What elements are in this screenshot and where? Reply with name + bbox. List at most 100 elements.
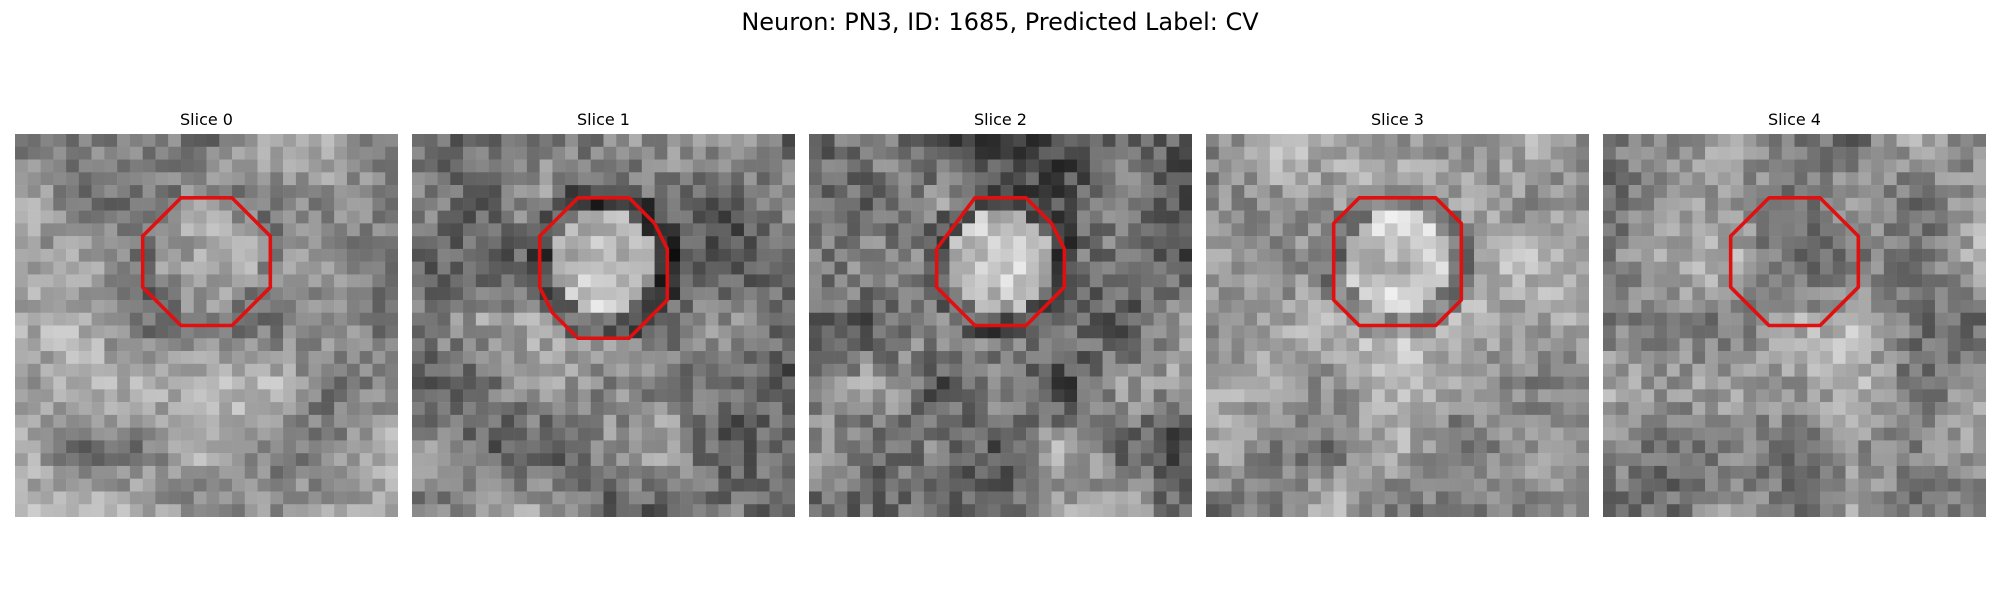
pixel [1435,402,1449,416]
pixel [283,236,297,250]
pixel [603,236,617,250]
pixel [1947,185,1961,199]
pixel [53,172,67,186]
pixel [1654,504,1668,517]
pixel [412,376,426,390]
pixel [1308,465,1322,479]
pixel [1807,427,1821,441]
pixel [1628,146,1642,160]
pixel [1474,223,1488,237]
pixel [514,491,528,505]
pixel [1499,248,1513,262]
pixel [372,351,386,365]
pixel [1858,440,1872,454]
pixel [1525,453,1539,467]
pixel [872,261,886,275]
pixel [514,248,528,262]
pixel [475,504,489,517]
pixel [1128,261,1142,275]
pixel [53,134,67,148]
pixel [705,351,719,365]
pixel [219,287,233,301]
pixel [1038,197,1052,211]
pixel [1499,197,1513,211]
pixel [1179,134,1192,148]
pixel [962,287,976,301]
pixel [1371,223,1385,237]
pixel [1397,312,1411,326]
pixel [1705,363,1719,377]
pixel [424,363,438,377]
pixel [1756,414,1770,428]
pixel [743,261,757,275]
pixel [1282,440,1296,454]
pixel [1960,134,1974,148]
pixel [1858,210,1872,224]
pixel [692,146,706,160]
pixel [1858,427,1872,441]
pixel [1705,159,1719,173]
pixel [872,338,886,352]
pixel [1179,287,1192,301]
pixel [743,223,757,237]
pixel [1666,312,1680,326]
pixel [424,134,438,148]
pixel [552,299,566,313]
pixel [1384,504,1398,517]
pixel [463,274,477,288]
pixel [1576,363,1589,377]
pixel [731,453,745,467]
pixel [641,363,655,377]
pixel [1922,287,1936,301]
pixel [372,185,386,199]
pixel [1615,210,1629,224]
pixel [1026,223,1040,237]
pixel [821,491,835,505]
pixel [731,146,745,160]
pixel [295,440,309,454]
pixel [168,478,182,492]
pixel [1102,351,1116,365]
pixel [1089,325,1103,339]
pixel [1269,363,1283,377]
pixel [616,172,630,186]
pixel [1064,312,1078,326]
pixel [923,414,937,428]
pixel [1244,491,1258,505]
pixel [680,248,694,262]
pixel [936,274,950,288]
pixel [308,363,322,377]
pixel [1679,338,1693,352]
pixel [1730,312,1744,326]
pixel [1486,172,1500,186]
pixel [667,299,681,313]
pixel [1218,146,1232,160]
pixel [1909,389,1923,403]
pixel [91,236,105,250]
pixel [117,363,131,377]
pixel [616,185,630,199]
pixel [743,389,757,403]
pixel [834,363,848,377]
pixel [1295,440,1309,454]
pixel [78,440,92,454]
pixel [743,159,757,173]
pixel [782,236,795,250]
pixel [346,299,360,313]
pixel [295,402,309,416]
pixel [1333,465,1347,479]
pixel [1845,338,1859,352]
pixel [962,185,976,199]
pixel [257,236,271,250]
pixel [1486,146,1500,160]
pixel [577,338,591,352]
pixel [168,465,182,479]
pixel [488,478,502,492]
pixel [654,261,668,275]
pixel [1153,261,1167,275]
pixel [1026,210,1040,224]
pixel [1179,210,1192,224]
pixel [1384,287,1398,301]
pixel [1077,134,1091,148]
pixel [321,478,335,492]
